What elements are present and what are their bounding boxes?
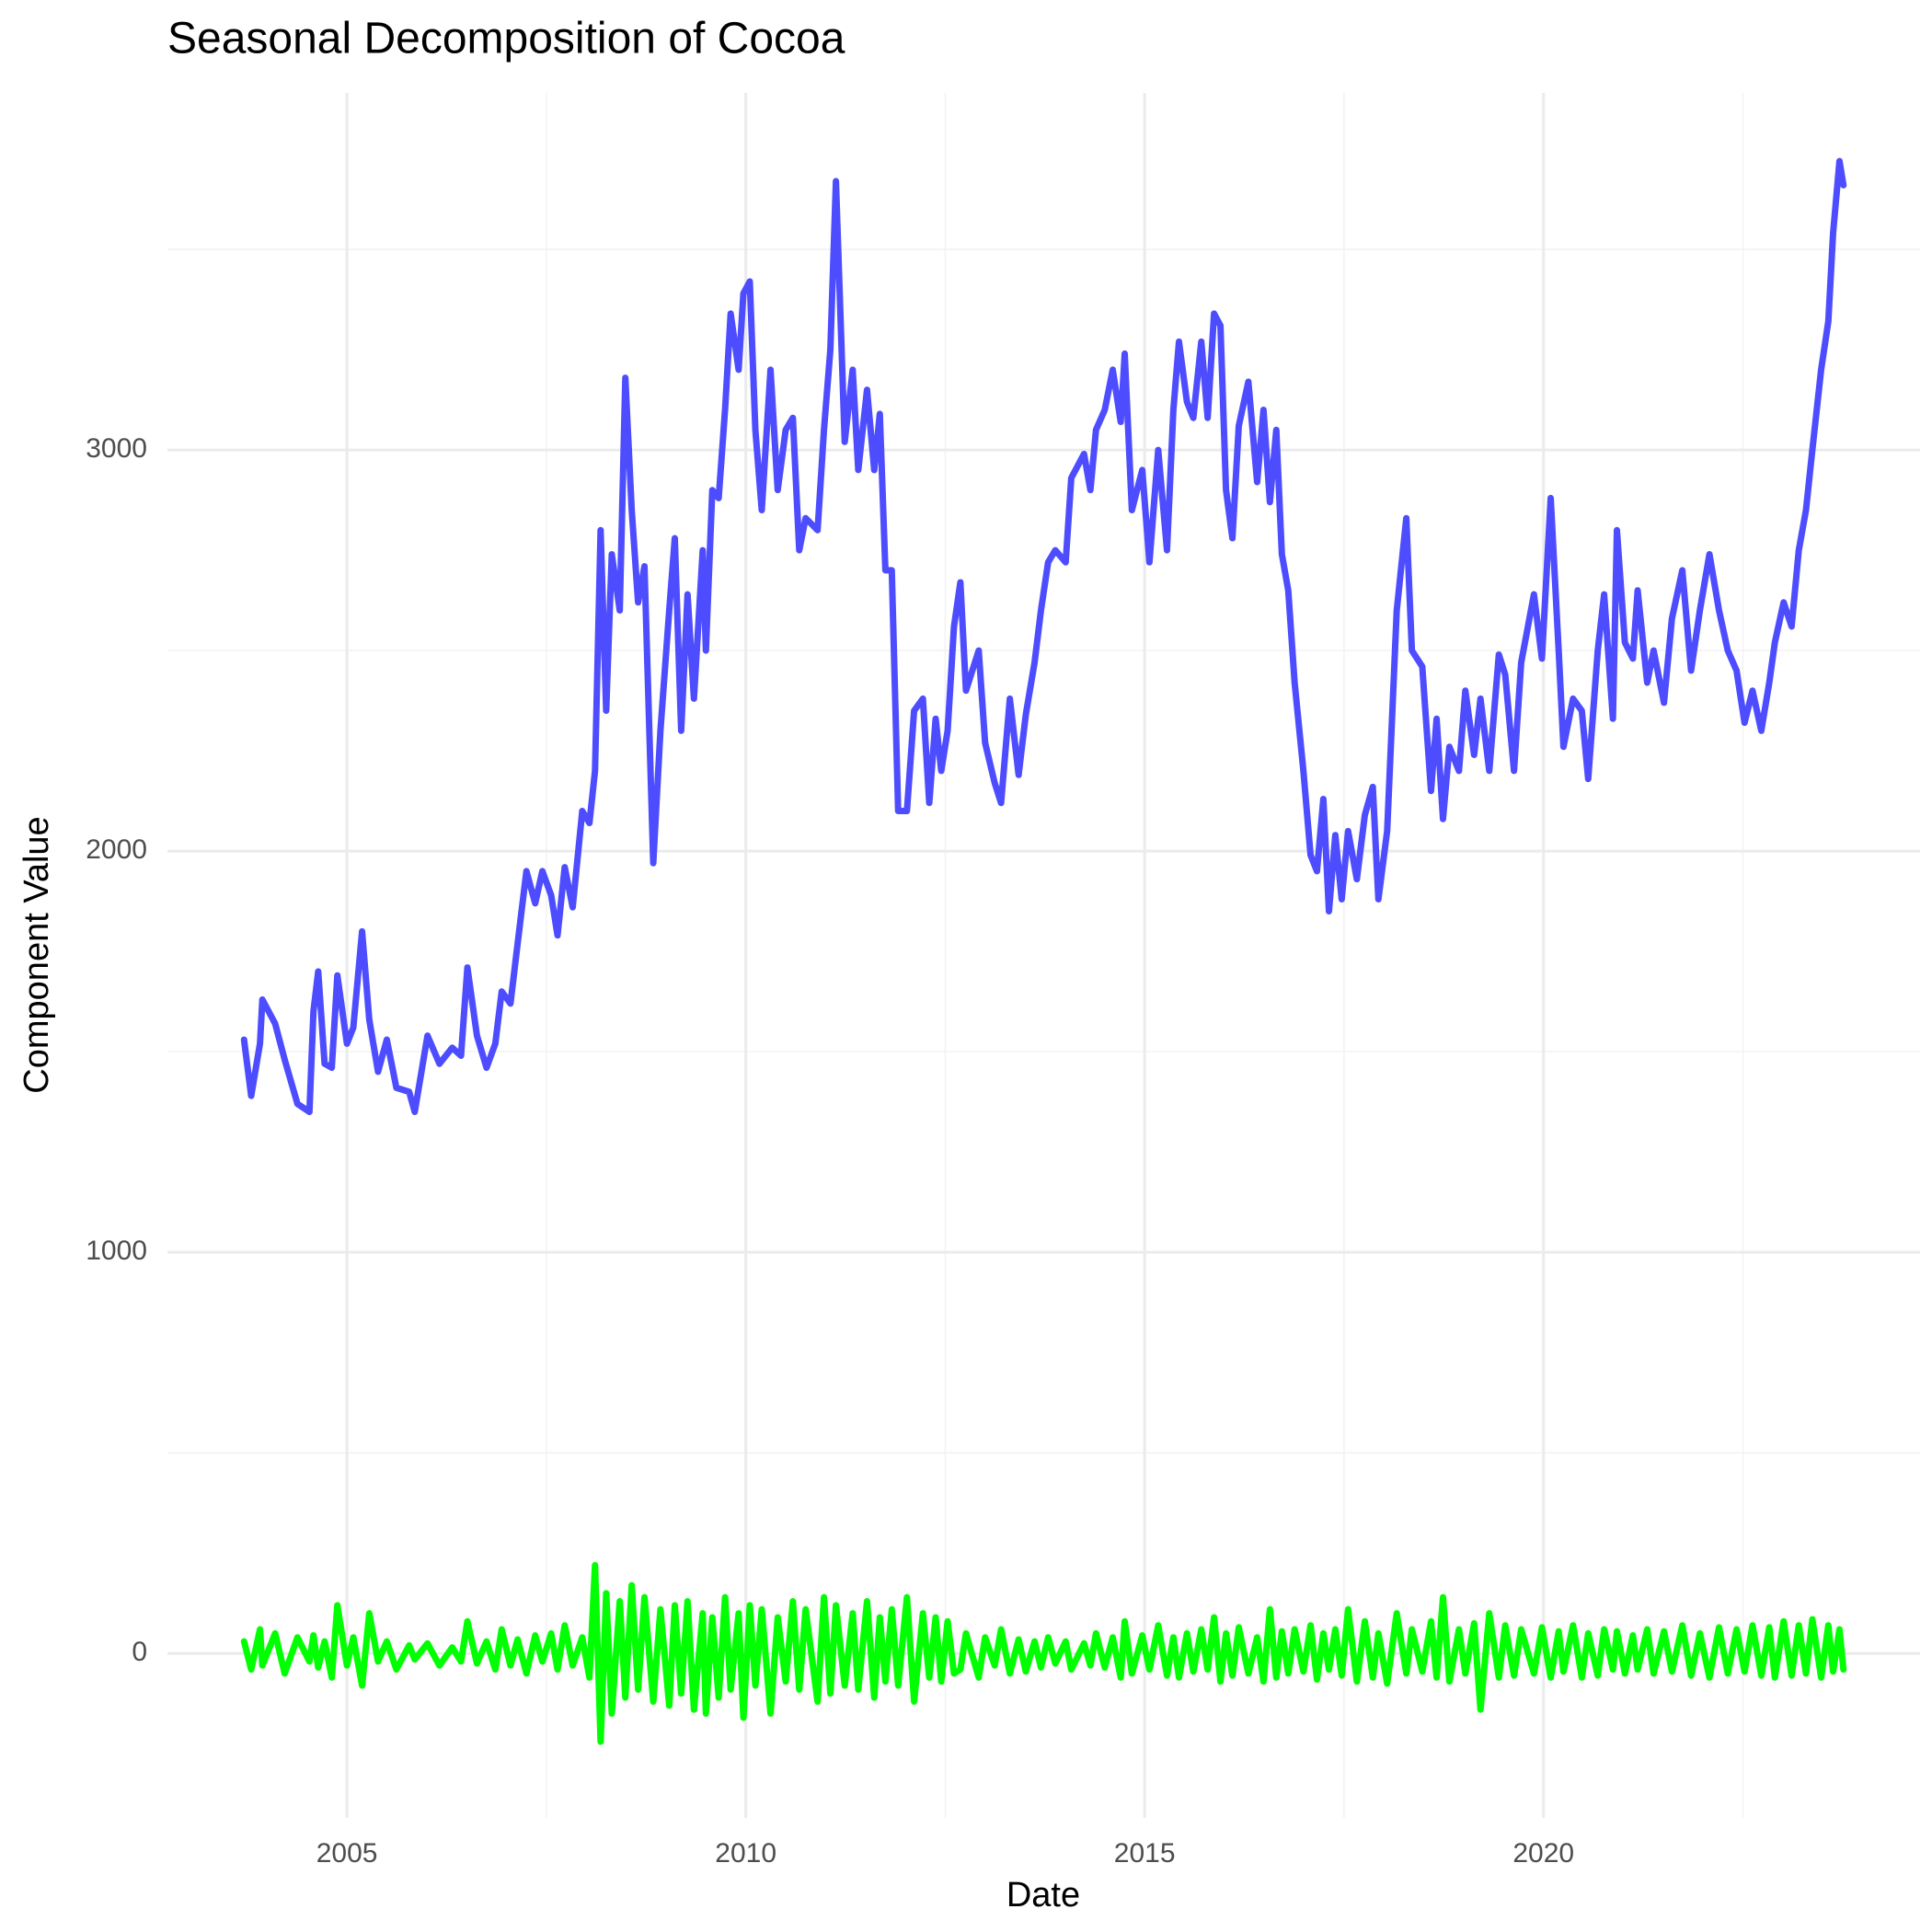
y-tick-label: 3000 <box>86 433 147 464</box>
x-axis-title: Date <box>1006 1876 1080 1915</box>
y-tick-label: 1000 <box>86 1236 147 1266</box>
y-axis-title: Component Value <box>17 816 56 1093</box>
x-tick-label: 2015 <box>1114 1838 1176 1869</box>
chart-title: Seasonal Decomposition of Cocoa <box>167 15 845 63</box>
x-tick-label: 2020 <box>1512 1838 1574 1869</box>
series-line <box>240 157 1847 1116</box>
y-tick-label: 0 <box>132 1637 147 1667</box>
y-tick-label: 2000 <box>86 834 147 865</box>
series-line <box>240 1561 1847 1745</box>
x-tick-label: 2005 <box>316 1838 378 1869</box>
x-tick-label: 2010 <box>715 1838 776 1869</box>
lines <box>240 157 1847 1745</box>
grid <box>167 93 1920 1818</box>
